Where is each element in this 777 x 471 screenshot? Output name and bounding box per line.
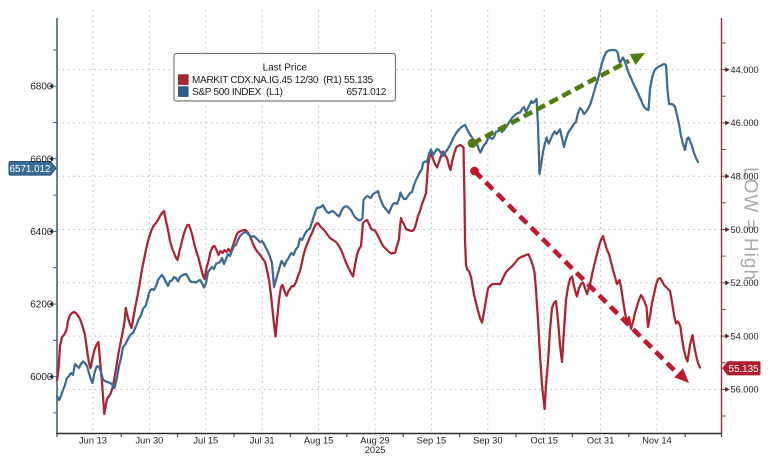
- svg-text:54.000: 54.000: [731, 331, 759, 341]
- svg-text:50.000: 50.000: [731, 225, 759, 235]
- svg-text:Jun 13: Jun 13: [79, 436, 107, 446]
- svg-text:55.135: 55.135: [729, 364, 760, 375]
- svg-text:52.000: 52.000: [731, 278, 759, 288]
- svg-text:Aug 29: Aug 29: [360, 436, 389, 446]
- svg-text:2025: 2025: [365, 445, 386, 455]
- svg-text:Sep 15: Sep 15: [417, 436, 446, 446]
- svg-text:Oct 15: Oct 15: [531, 436, 558, 446]
- svg-text:48.000: 48.000: [731, 172, 759, 182]
- svg-text:6800: 6800: [30, 82, 53, 93]
- svg-text:Jul 31: Jul 31: [250, 436, 275, 446]
- svg-text:6571.012: 6571.012: [347, 87, 387, 98]
- svg-text:6571.012: 6571.012: [10, 164, 51, 175]
- svg-text:Jun 30: Jun 30: [135, 436, 163, 446]
- svg-text:S&P 500 INDEX (L1): S&P 500 INDEX (L1): [192, 87, 283, 98]
- svg-text:56.000: 56.000: [731, 385, 759, 395]
- svg-text:MARKIT CDX.NA.IG.45 12/30 (R1: MARKIT CDX.NA.IG.45 12/30 (R1) 55.135: [192, 75, 374, 86]
- svg-text:Nov 14: Nov 14: [642, 436, 671, 446]
- svg-text:Last Price: Last Price: [263, 63, 308, 74]
- svg-text:Sep 30: Sep 30: [473, 436, 502, 446]
- svg-text:6000: 6000: [30, 372, 53, 383]
- svg-text:6400: 6400: [30, 227, 53, 238]
- svg-text:Aug 15: Aug 15: [304, 436, 333, 446]
- svg-text:44.000: 44.000: [731, 65, 759, 75]
- svg-text:LOW = High: LOW = High: [740, 167, 761, 281]
- svg-text:Jul 15: Jul 15: [193, 436, 218, 446]
- svg-text:6200: 6200: [30, 300, 53, 311]
- svg-text:6600: 6600: [30, 154, 53, 165]
- svg-text:46.000: 46.000: [731, 118, 759, 128]
- svg-text:Oct 31: Oct 31: [587, 436, 614, 446]
